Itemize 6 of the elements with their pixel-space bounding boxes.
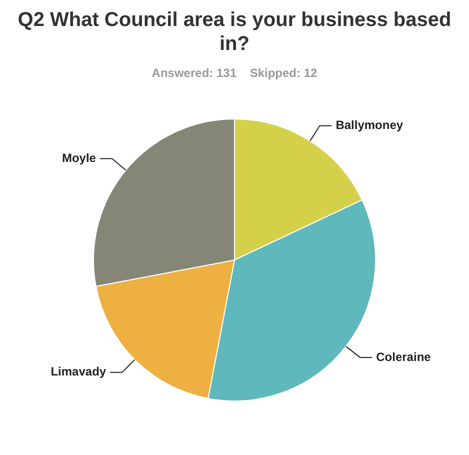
slice-label: Moyle	[62, 150, 96, 165]
chart-subtitle: Answered: 131 Skipped: 12	[150, 66, 318, 80]
slice-label: Limavady	[50, 364, 106, 379]
slice-label: Ballymoney	[336, 118, 404, 132]
chart-title: Q2 What Council area is your business based in?	[16, 8, 452, 56]
slice-label: Coleraine	[376, 350, 432, 364]
